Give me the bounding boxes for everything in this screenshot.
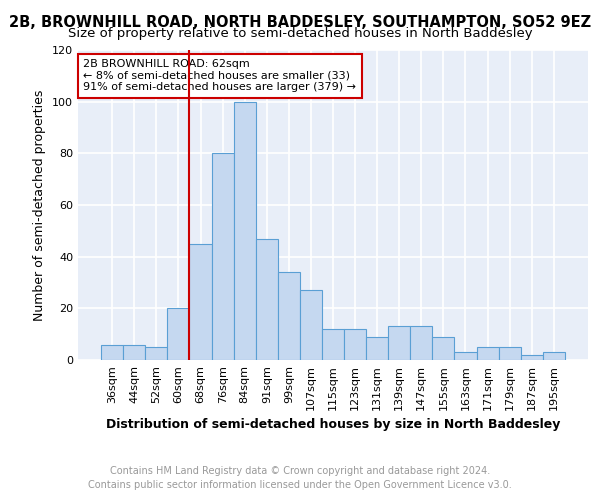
Bar: [521, 355, 543, 360]
Bar: [145, 347, 167, 360]
Bar: [543, 352, 565, 360]
Text: 2B BROWNHILL ROAD: 62sqm
← 8% of semi-detached houses are smaller (33)
91% of se: 2B BROWNHILL ROAD: 62sqm ← 8% of semi-de…: [83, 60, 356, 92]
Bar: [322, 329, 344, 360]
Y-axis label: Number of semi-detached properties: Number of semi-detached properties: [34, 90, 46, 320]
Bar: [344, 329, 366, 360]
Bar: [499, 347, 521, 360]
Bar: [476, 347, 499, 360]
Bar: [101, 344, 123, 360]
Bar: [233, 102, 256, 360]
X-axis label: Distribution of semi-detached houses by size in North Baddesley: Distribution of semi-detached houses by …: [106, 418, 560, 431]
Bar: [410, 326, 433, 360]
Text: 2B, BROWNHILL ROAD, NORTH BADDESLEY, SOUTHAMPTON, SO52 9EZ: 2B, BROWNHILL ROAD, NORTH BADDESLEY, SOU…: [9, 15, 591, 30]
Bar: [278, 272, 300, 360]
Bar: [190, 244, 212, 360]
Bar: [433, 337, 454, 360]
Bar: [388, 326, 410, 360]
Bar: [300, 290, 322, 360]
Bar: [366, 337, 388, 360]
Text: Size of property relative to semi-detached houses in North Baddesley: Size of property relative to semi-detach…: [68, 28, 532, 40]
Bar: [454, 352, 476, 360]
Bar: [212, 154, 233, 360]
Bar: [167, 308, 190, 360]
Bar: [123, 344, 145, 360]
Bar: [256, 238, 278, 360]
Text: Contains HM Land Registry data © Crown copyright and database right 2024.
Contai: Contains HM Land Registry data © Crown c…: [88, 466, 512, 490]
